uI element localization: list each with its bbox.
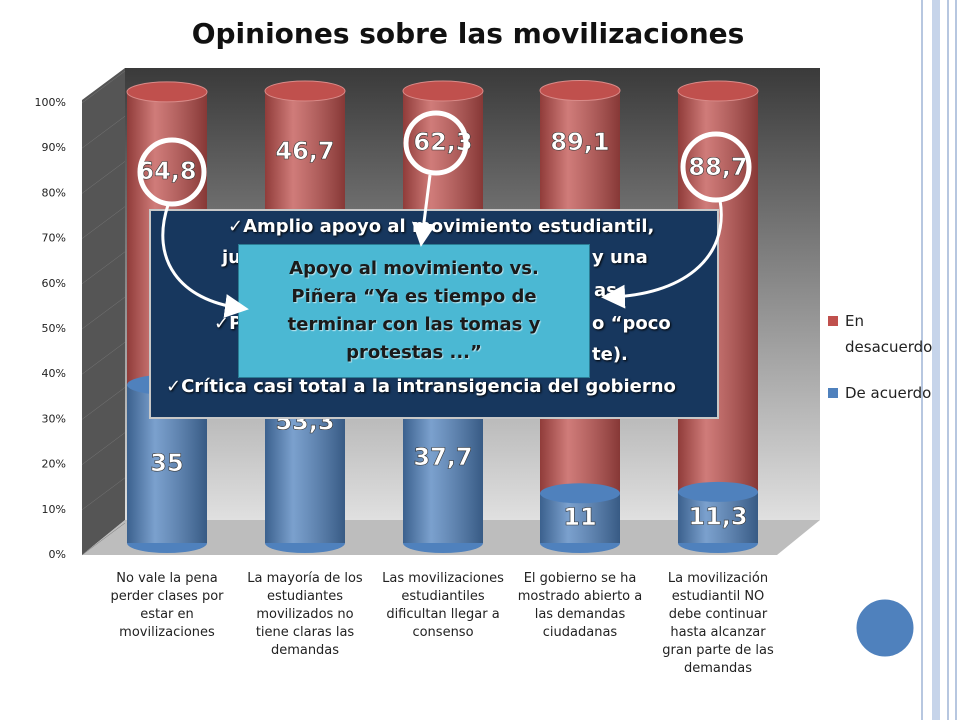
y-tick-label: 60% xyxy=(42,277,66,290)
x-tick-label: Las movilizaciones estudiantiles dificul… xyxy=(382,571,504,640)
callout-text: Piñera “Ya es tiempo de xyxy=(291,286,537,307)
summary-text: o “poco xyxy=(592,313,671,334)
x-tick-label: La movilización estudiantil NO debe cont… xyxy=(662,571,774,676)
grid-line xyxy=(81,296,126,330)
value-label: 89,1 xyxy=(550,128,609,156)
callout-text: protestas ...” xyxy=(346,342,482,363)
legend-label: En desacuerdo xyxy=(845,312,933,356)
value-label: 88,7 xyxy=(688,153,747,181)
value-label: 46,7 xyxy=(275,137,334,165)
y-tick-label: 40% xyxy=(42,367,66,380)
y-tick-label: 80% xyxy=(42,186,66,199)
grid-line xyxy=(81,206,126,239)
grid-line xyxy=(81,251,126,285)
grid-line xyxy=(81,341,126,375)
grid-line xyxy=(81,522,126,556)
grid-line xyxy=(81,115,126,149)
grid-line xyxy=(81,432,126,465)
cylinder-top xyxy=(539,80,621,102)
cylinder-joint xyxy=(540,483,620,504)
grid-line xyxy=(81,70,126,104)
value-label: 11,3 xyxy=(688,502,747,530)
value-label: 62,3 xyxy=(413,128,472,156)
y-tick-label: 90% xyxy=(42,141,66,154)
summary-text: ✓Amplio apoyo al movimiento estudiantil, xyxy=(228,216,655,237)
y-tick-label: 10% xyxy=(42,503,66,516)
grid-line xyxy=(81,477,126,511)
x-tick-label: La mayoría de los estudiantes movilizado… xyxy=(247,571,363,658)
summary-text: y una xyxy=(592,247,648,268)
y-tick-label: 70% xyxy=(42,232,66,245)
frame-band xyxy=(932,0,940,720)
callout-text: terminar con las tomas y xyxy=(287,314,541,335)
value-label: 37,7 xyxy=(413,443,472,471)
y-tick-label: 30% xyxy=(42,412,66,425)
y-tick-label: 100% xyxy=(35,96,66,109)
cylinder-top xyxy=(677,80,759,102)
x-tick-label: El gobierno se ha mostrado abierto a las… xyxy=(517,571,643,640)
cylinder-top xyxy=(402,80,484,102)
chart-title: Opiniones sobre las movilizaciones xyxy=(192,17,745,50)
y-tick-label: 20% xyxy=(42,458,66,471)
deco-circle xyxy=(853,596,917,660)
summary-text: as. xyxy=(594,280,624,301)
cylinder-top xyxy=(126,81,208,103)
cylinder-joint xyxy=(678,481,758,502)
summary-text: te). xyxy=(592,344,628,365)
grid-line xyxy=(81,161,126,194)
summary-text: ✓Crítica casi total a la intransigencia … xyxy=(166,376,676,397)
cylinder-top xyxy=(264,80,346,102)
value-label: 11 xyxy=(563,503,596,531)
x-tick-label: No vale la pena perder clases por estar … xyxy=(110,571,224,640)
value-label: 35 xyxy=(150,449,183,477)
callout-box: Apoyo al movimiento vs. Piñera “Ya es tie… xyxy=(238,244,590,378)
callout-text: Apoyo al movimiento vs. xyxy=(289,258,539,279)
value-label: 64,8 xyxy=(137,157,196,185)
side-wall xyxy=(82,68,125,555)
legend-label: De acuerdo xyxy=(845,384,932,402)
y-tick-label: 50% xyxy=(42,322,66,335)
legend-swatch xyxy=(828,316,838,326)
y-tick-label: 0% xyxy=(49,548,66,561)
legend-swatch xyxy=(828,388,838,398)
grid-line xyxy=(81,387,126,420)
